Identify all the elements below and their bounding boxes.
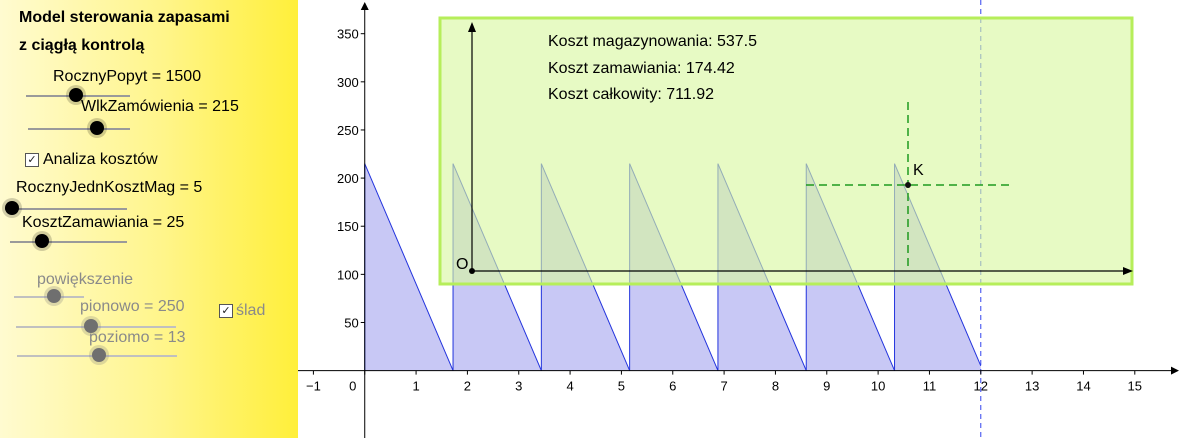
vertical-scale-label: pionowo = 250 <box>80 298 185 315</box>
order-size-slider-track[interactable] <box>28 128 130 130</box>
trace-checkbox[interactable]: ✓ <box>219 304 233 318</box>
x-tick-label: 8 <box>772 379 779 394</box>
trace-label: ślad <box>236 302 266 319</box>
y-tick-label: 200 <box>337 171 359 186</box>
x-tick-label: 13 <box>1025 379 1039 394</box>
holding-cost-slider-handle[interactable] <box>5 201 19 215</box>
order-cost-label: KosztZamawiania = 25 <box>22 214 185 231</box>
origin-point <box>469 268 475 274</box>
x-tick-label: 7 <box>720 379 727 394</box>
vertical-scale-slider-handle[interactable] <box>84 319 98 333</box>
x-axis-arrow-icon <box>1171 366 1179 375</box>
x-tick-label: 1 <box>412 379 419 394</box>
y-tick-label: 300 <box>337 75 359 90</box>
holding-cost-label: RocznyJednKosztMag = 5 <box>16 179 203 196</box>
panel-title-line1: Model sterowania zapasami <box>19 9 230 26</box>
cost-analysis-checkbox[interactable]: ✓ <box>25 153 39 167</box>
total-cost-text: Koszt całkowity: 711.92 <box>548 86 715 103</box>
x-tick-label: 6 <box>669 379 676 394</box>
x-tick-label: 5 <box>618 379 625 394</box>
inventory-cycle-area <box>453 163 542 371</box>
y-tick-label: 100 <box>337 267 359 282</box>
x-tick-label: 11 <box>923 379 937 394</box>
order-cost-slider-track[interactable] <box>10 241 127 243</box>
control-panel: Model sterowania zapasami z ciągłą kontr… <box>0 0 298 438</box>
annual-demand-label: RocznyPopyt = 1500 <box>53 68 202 85</box>
origin-point-label: O <box>456 256 469 273</box>
holding-cost-text: Koszt magazynowania: 537.5 <box>548 33 758 50</box>
y-tick-label: 250 <box>337 123 359 138</box>
x-tick-label: 12 <box>974 379 988 394</box>
annual-demand-slider-handle[interactable] <box>69 88 83 102</box>
inventory-graph[interactable]: −1 0 1 2 3 4 5 6 7 8 9 10 11 12 13 14 155010015020025030… <box>298 0 1181 438</box>
cost-analysis-panel <box>438 16 1134 286</box>
x-tick-label: 10 <box>871 379 885 394</box>
inventory-cycle-area <box>364 163 454 371</box>
inventory-depletion-line <box>364 163 454 371</box>
k-point <box>905 182 911 188</box>
panel-title-line2: z ciągłą kontrolą <box>19 37 145 54</box>
horizontal-scale-label: poziomo = 13 <box>89 329 186 346</box>
y-tick-label: 350 <box>337 27 359 42</box>
x-tick-label: 2 <box>464 379 471 394</box>
x-tick-label: 9 <box>823 379 830 394</box>
horizontal-scale-slider-handle[interactable] <box>92 348 106 362</box>
ordering-cost-text: Koszt zamawiania: 174.42 <box>548 60 735 77</box>
x-tick-label: 0 <box>349 379 356 394</box>
x-tick-label: 3 <box>515 379 522 394</box>
cost-x-axis-arrow-icon <box>1123 267 1133 275</box>
y-tick-label: 150 <box>337 219 359 234</box>
x-tick-label: −1 <box>306 379 321 394</box>
holding-cost-slider-track[interactable] <box>5 208 127 210</box>
x-tick-label: 4 <box>566 379 573 394</box>
x-tick-label: 15 <box>1128 379 1142 394</box>
zoom-slider-handle[interactable] <box>47 289 61 303</box>
point-k-label: K <box>913 162 924 179</box>
y-axis-arrow-icon <box>360 2 369 10</box>
order-cost-slider-handle[interactable] <box>35 234 49 248</box>
zoom-label: powiększenie <box>37 271 134 288</box>
cost-y-axis-arrow-icon <box>468 22 476 32</box>
y-tick-label: 50 <box>344 315 358 330</box>
x-tick-label: 14 <box>1076 379 1090 394</box>
cost-analysis-label: Analiza kosztów <box>43 151 158 168</box>
order-size-slider-handle[interactable] <box>90 121 104 135</box>
order-size-label: WlkZamówienia = 215 <box>81 98 239 115</box>
